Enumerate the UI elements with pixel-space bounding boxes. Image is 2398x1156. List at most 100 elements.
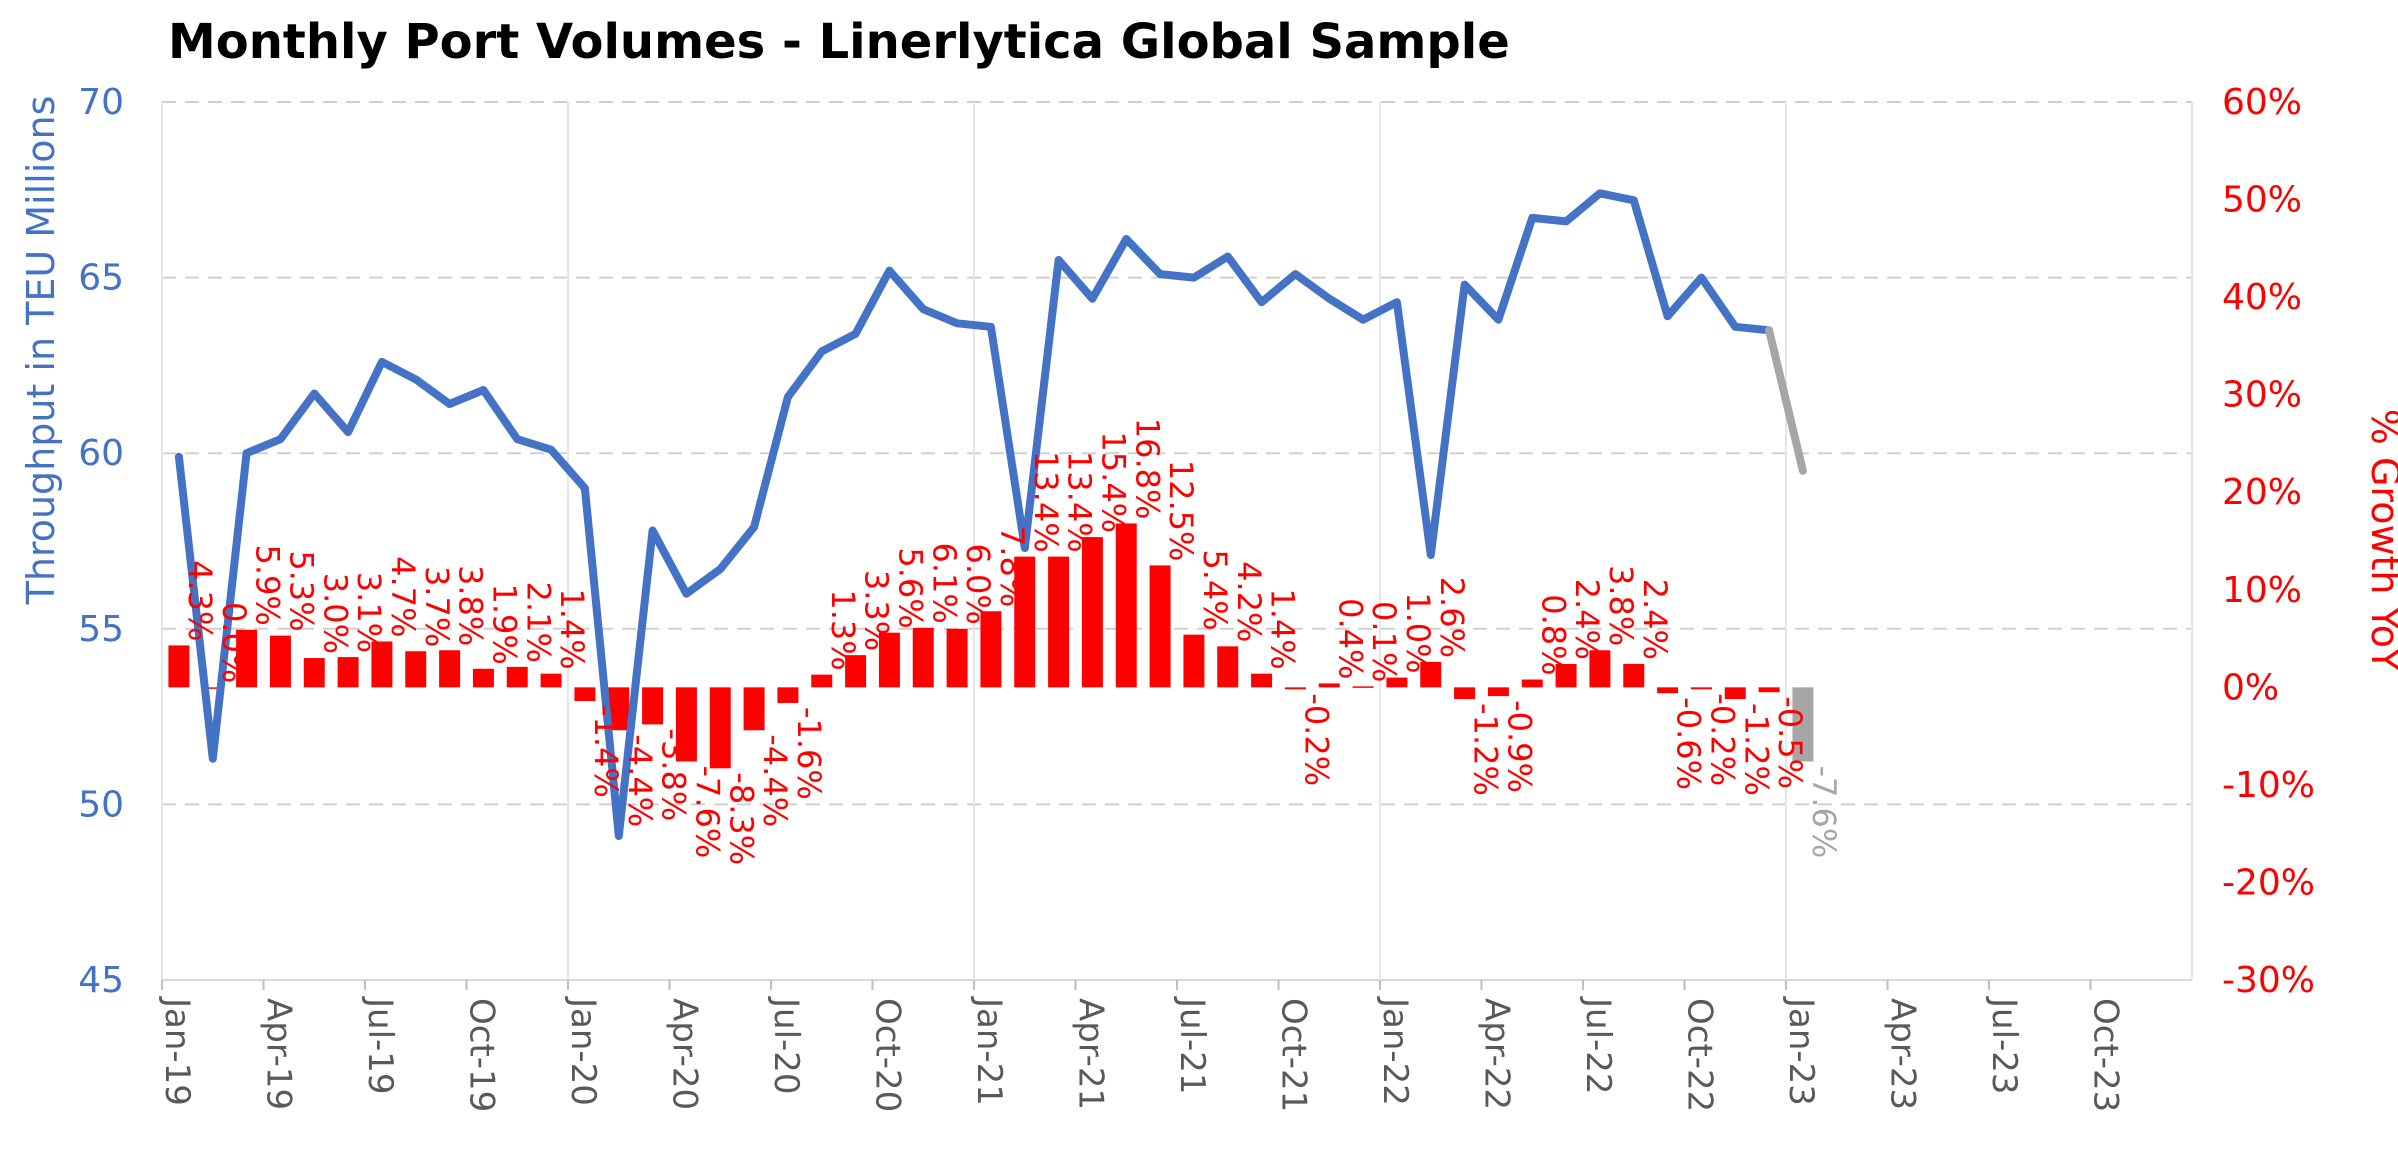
growth-data-label: 2.4% [1636, 579, 1674, 660]
x-tick-label: Oct-20 [868, 998, 908, 1112]
growth-data-label: 1.4% [553, 588, 591, 669]
left-tick-label: 50 [78, 784, 124, 825]
x-tick-label: Jan-20 [563, 996, 603, 1106]
growth-data-label: 16.8% [1128, 418, 1166, 520]
x-tick-label: Jan-22 [1375, 996, 1415, 1106]
growth-data-label: 0.1% [1365, 601, 1403, 682]
growth-bar [1758, 687, 1780, 693]
growth-bar [337, 657, 359, 688]
growth-bar [1623, 663, 1645, 688]
chart-title: Monthly Port Volumes - Linerlytica Globa… [168, 14, 1510, 70]
growth-bar [675, 687, 697, 762]
growth-bar [1690, 687, 1712, 690]
growth-bar [1318, 683, 1340, 688]
growth-data-label: 3.1% [350, 572, 388, 653]
growth-bar [1081, 537, 1103, 688]
growth-bar [878, 632, 900, 688]
right-tick-label: -20% [2222, 862, 2315, 903]
growth-bar [777, 687, 799, 703]
x-tick-label: Jan-23 [1781, 996, 1821, 1106]
growth-data-label: 4.2% [1230, 561, 1268, 642]
growth-bar [1724, 687, 1746, 700]
growth-data-label: 1.9% [485, 584, 523, 665]
x-tick-label: Jul-22 [1578, 996, 1618, 1095]
x-tick-label: Jul-20 [766, 996, 806, 1095]
right-axis-ticks: -30% -20% -10% 0% 10% 20% 30% 40% 50% 60% [2222, 82, 2315, 1001]
x-tick-label: Jan-21 [969, 996, 1009, 1106]
growth-data-label: 6.0% [959, 544, 997, 625]
x-tick-label: Apr-21 [1071, 998, 1111, 1110]
growth-bar [236, 629, 258, 688]
growth-bar [845, 655, 867, 688]
bar-data-labels: 4.3%0.0%5.9%5.3%3.0%3.1%4.7%3.7%3.8%1.9%… [181, 418, 1843, 865]
growth-data-label: 6.1% [925, 543, 963, 624]
growth-bar [1014, 556, 1036, 688]
x-tick-label: Jul-21 [1172, 996, 1212, 1095]
growth-bar [946, 628, 968, 688]
growth-bar [912, 627, 934, 688]
left-axis-label: Throughput in TEU Millions [19, 96, 63, 606]
growth-data-label: 7.8% [993, 526, 1031, 607]
right-tick-label: 0% [2222, 667, 2279, 708]
growth-data-label: -1.2% [1467, 703, 1505, 796]
growth-bar [1352, 686, 1374, 688]
growth-bar [506, 666, 528, 688]
growth-bar [1657, 687, 1679, 694]
right-tick-label: -10% [2222, 765, 2315, 806]
growth-bar [1454, 687, 1476, 700]
growth-bar [1183, 634, 1205, 688]
right-axis-label: % Growth YoY [2363, 409, 2398, 672]
growth-data-label: 1.3% [824, 589, 862, 670]
growth-bar [1386, 677, 1408, 688]
growth-bar [811, 674, 833, 688]
growth-data-label: 5.9% [249, 544, 287, 625]
growth-bar [1048, 556, 1070, 688]
x-tick-label: Apr-22 [1477, 998, 1517, 1110]
growth-data-label: 5.4% [1196, 549, 1234, 630]
growth-bar [1555, 663, 1577, 688]
volume-line [174, 189, 1807, 840]
growth-bar [540, 673, 562, 688]
growth-data-label: 0.0% [215, 602, 253, 683]
growth-data-label: 4.3% [181, 560, 219, 641]
growth-data-label: -0.2% [1297, 693, 1335, 786]
growth-bar [303, 658, 325, 688]
x-axis-ticks: Jan-19 Apr-19 Jul-19 Oct-19 Jan-20 Apr-20 Jul-… [157, 980, 2126, 1112]
growth-data-label: 12.5% [1162, 460, 1200, 562]
volume-series-line [174, 189, 1774, 840]
x-tick-label: Oct-23 [2086, 998, 2126, 1112]
right-tick-label: 10% [2222, 570, 2302, 611]
growth-bar [439, 650, 461, 688]
growth-bar [1589, 650, 1611, 688]
growth-data-label: 3.0% [316, 573, 354, 654]
growth-data-label: 3.8% [1602, 565, 1640, 646]
growth-bar [574, 687, 596, 701]
x-tick-label: Oct-21 [1274, 998, 1314, 1112]
x-tick-label: Oct-22 [1680, 998, 1720, 1112]
x-tick-label: Jul-19 [360, 996, 400, 1095]
growth-data-label: -0.6% [1670, 697, 1708, 790]
x-tick-label: Jan-19 [157, 996, 197, 1106]
growth-bars [168, 523, 1814, 769]
growth-data-label: 0.8% [1534, 594, 1572, 675]
growth-data-label: 0.4% [1331, 598, 1369, 679]
growth-data-label: -0.5% [1771, 696, 1809, 789]
growth-bar [1792, 687, 1814, 762]
growth-bar [371, 641, 393, 688]
growth-bar [472, 668, 494, 688]
growth-bar [1251, 673, 1273, 688]
growth-data-label: -0.2% [1703, 693, 1741, 786]
growth-data-label: -1.6% [790, 707, 828, 800]
right-tick-label: -30% [2222, 960, 2315, 1001]
growth-bar [642, 687, 664, 725]
growth-data-label: 2.1% [519, 582, 557, 663]
growth-data-label: -4.4% [621, 734, 659, 827]
growth-bar [980, 611, 1002, 688]
growth-data-label: -7.6% [1805, 765, 1843, 858]
growth-data-label: 5.6% [891, 547, 929, 628]
left-tick-label: 70 [78, 82, 124, 123]
growth-data-label: 2.6% [1433, 577, 1471, 658]
growth-data-label: 5.3% [282, 550, 320, 631]
growth-bar [1284, 687, 1306, 690]
